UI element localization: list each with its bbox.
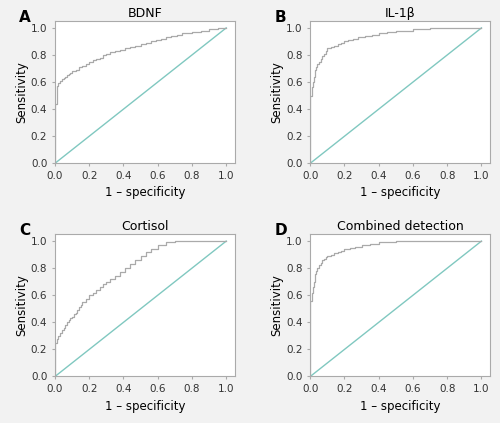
Text: C: C [19, 223, 30, 238]
Y-axis label: Sensitivity: Sensitivity [15, 61, 28, 123]
X-axis label: 1 – specificity: 1 – specificity [104, 187, 185, 200]
Text: D: D [274, 223, 287, 238]
Text: A: A [19, 10, 31, 25]
Title: Combined detection: Combined detection [336, 220, 464, 233]
Text: B: B [274, 10, 286, 25]
Y-axis label: Sensitivity: Sensitivity [270, 275, 283, 336]
Title: Cortisol: Cortisol [121, 220, 168, 233]
Y-axis label: Sensitivity: Sensitivity [15, 275, 28, 336]
X-axis label: 1 – specificity: 1 – specificity [360, 400, 440, 413]
X-axis label: 1 – specificity: 1 – specificity [360, 187, 440, 200]
Y-axis label: Sensitivity: Sensitivity [270, 61, 283, 123]
Title: IL-1β: IL-1β [384, 7, 416, 20]
X-axis label: 1 – specificity: 1 – specificity [104, 400, 185, 413]
Title: BDNF: BDNF [128, 7, 162, 20]
